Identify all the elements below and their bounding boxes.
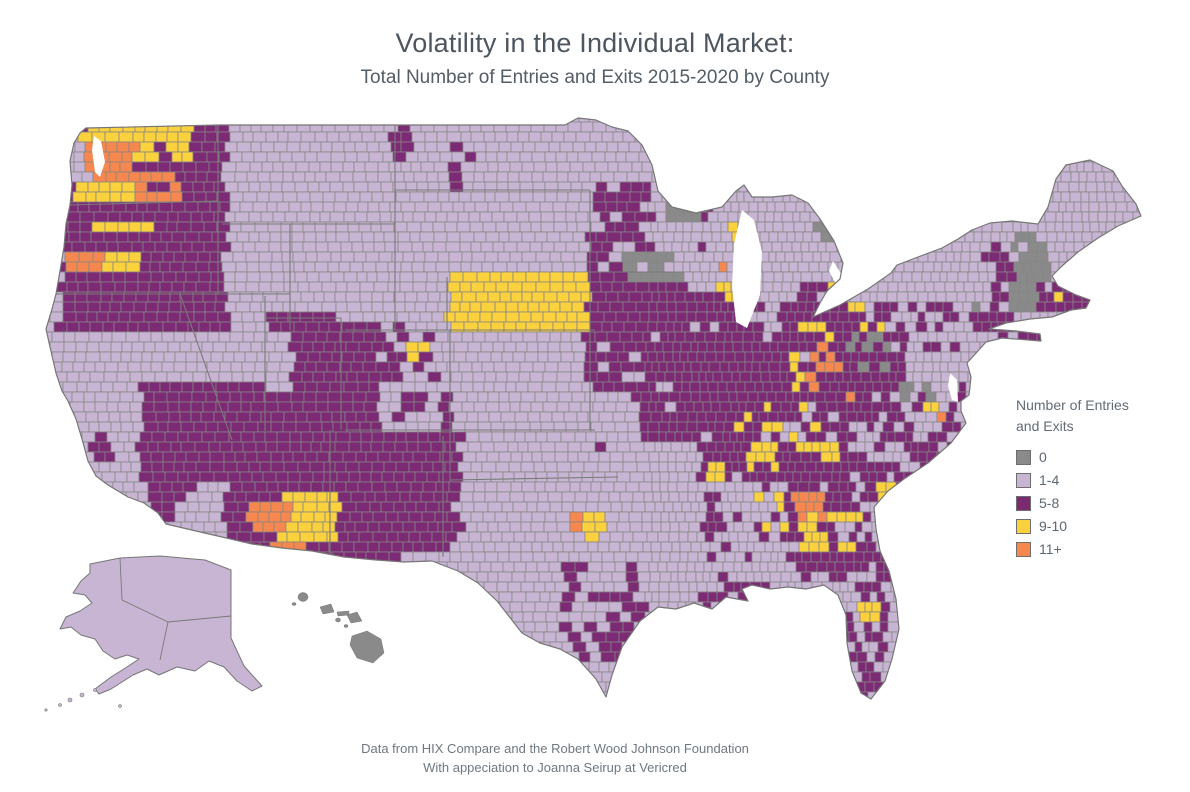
- lake-shape: [732, 210, 762, 328]
- footer-credit-line-2: With appeciation to Joanna Seirup at Ver…: [423, 760, 687, 775]
- legend-item-label: 0: [1039, 449, 1047, 465]
- legend-item[interactable]: 9-10: [1016, 518, 1176, 534]
- state-borders: [52, 125, 683, 557]
- hawaii-inset: [291, 592, 385, 664]
- legend-title-line-1: Number of Entries: [1016, 397, 1129, 413]
- legend-item-label: 5-8: [1039, 495, 1060, 511]
- legend-swatch: [1016, 449, 1031, 465]
- page-subtitle: Total Number of Entries and Exits 2015-2…: [360, 67, 830, 88]
- footer-credits: Data from HIX Compare and the Robert Woo…: [0, 739, 1110, 777]
- legend-title-line-2: and Exits: [1016, 418, 1074, 434]
- legend-swatch: [1016, 541, 1031, 557]
- lake-shape: [948, 373, 958, 402]
- lake-shape: [92, 136, 105, 177]
- legend: Number of Entries and Exits 0 1-4 5-8 9-10 1…: [1016, 395, 1176, 564]
- legend-item-label: 11+: [1039, 541, 1062, 557]
- footer-credit-line-1: Data from HIX Compare and the Robert Woo…: [361, 741, 749, 756]
- legend-swatch: [1016, 518, 1031, 534]
- us-outline: [45, 117, 1142, 700]
- page-title: Volatility in the Individual Market:: [395, 28, 795, 58]
- title-block: Volatility in the Individual Market: Tot…: [0, 28, 1190, 89]
- alaska-inset: [44, 555, 263, 712]
- lake-shape: [829, 261, 842, 284]
- legend-item[interactable]: 5-8: [1016, 495, 1176, 511]
- legend-items: 0 1-4 5-8 9-10 11+: [1016, 449, 1176, 557]
- legend-item[interactable]: 0: [1016, 449, 1176, 465]
- legend-item-label: 1-4: [1039, 472, 1060, 488]
- legend-title: Number of Entries and Exits: [1016, 395, 1176, 437]
- legend-swatch: [1016, 472, 1031, 488]
- legend-item-label: 9-10: [1039, 518, 1068, 534]
- legend-swatch: [1016, 495, 1031, 511]
- legend-item[interactable]: 1-4: [1016, 472, 1176, 488]
- legend-item[interactable]: 11+: [1016, 541, 1176, 557]
